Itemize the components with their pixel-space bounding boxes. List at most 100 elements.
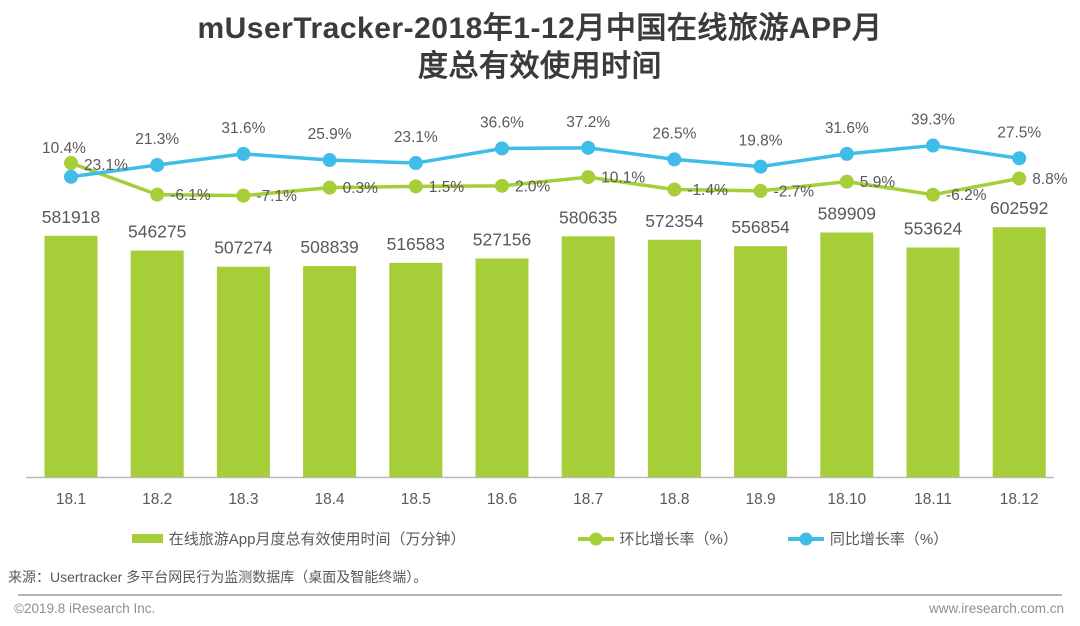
bar-value-label: 581918 [42,207,100,227]
yoy-value-label: 25.9% [308,126,352,143]
legend-label-usage: 在线旅游App月度总有效使用时间（万分钟） [168,531,466,548]
mom-value-label: 5.9% [860,174,896,191]
yoy-point [408,156,423,171]
mom-line [70,161,1020,198]
bar-18.7 [561,236,615,477]
mom-value-label: 0.3% [343,180,379,197]
mom-value-label: -6.1% [170,187,211,204]
legend-item-yoy-line: 同比增长率（%） [787,528,949,549]
chart-legend: 在线旅游App月度总有效使用时间（万分钟） 环比增长率（%） 同比增长率（%） [0,528,1080,549]
yoy-value-label: 37.2% [566,114,610,131]
mom-value-label: -6.2% [946,187,987,204]
x-axis-label: 18.2 [142,491,172,508]
bar-18.8 [647,239,701,477]
yoy-value-label: 27.5% [997,124,1041,141]
mom-point [64,156,78,171]
mom-line-swatch-icon [577,532,614,545]
yoy-point [1012,151,1027,166]
footer: ©2019.8 iResearch Inc. www.iresearch.com… [14,601,1064,616]
mom-point [839,174,854,189]
mom-value-label: 2.0% [515,178,551,195]
yoy-point [667,152,682,167]
yoy-value-label: 31.6% [825,120,869,137]
mom-point [408,179,423,194]
bar-value-label: 527156 [473,229,531,249]
x-axis-label: 18.6 [487,491,517,508]
bar-swatch-icon [131,534,163,543]
bar-18.12 [992,227,1046,477]
yoy-point [753,159,768,174]
yoy-point [322,153,337,168]
yoy-value-label: 23.1% [394,129,438,146]
bar-value-label: 580635 [559,207,617,227]
bar-value-label: 507274 [214,238,273,258]
yoy-value-label: 26.5% [652,125,696,142]
mom-value-label: -7.1% [256,188,297,205]
source-note: 来源：Usertracker 多平台网民行为监测数据库（桌面及智能终端）。 [8,569,428,585]
x-axis-label: 18.10 [827,491,866,508]
chart-title: mUserTracker-2018年1-12月中国在线旅游APP月 度总有效使用… [0,10,1080,86]
yoy-point [839,146,854,161]
bar-18.2 [130,250,184,477]
x-axis-label: 18.4 [315,491,346,508]
x-axis-label: 18.1 [56,491,86,508]
bar-18.11 [906,247,960,477]
legend-label-mom: 环比增长率（%） [619,531,738,548]
bar-18.4 [303,266,357,477]
bar-value-label: 556854 [731,217,790,237]
bar-value-label: 553624 [904,219,963,239]
mom-point [150,187,165,202]
footer-url: www.iresearch.com.cn [928,601,1064,616]
yoy-point [581,140,596,155]
yoy-point [495,141,509,156]
mom-point [753,183,768,198]
bar-18.10 [820,232,874,477]
bar-18.1 [44,235,98,477]
yoy-value-label: 21.3% [135,131,179,148]
yoy-point [64,169,78,184]
mom-value-label: 1.5% [429,179,465,196]
footer-copyright: ©2019.8 iResearch Inc. [14,601,156,616]
yoy-point [150,157,165,172]
x-axis-label: 18.11 [914,491,952,508]
yoy-value-label: 23.1% [84,157,128,174]
x-axis-label: 18.5 [401,491,431,508]
mom-point [581,170,596,185]
mom-point [322,180,337,195]
yoy-value-label: 36.6% [480,114,524,131]
bar-18.5 [389,262,443,477]
bar-value-label: 572354 [645,211,704,231]
mom-value-label: -1.4% [687,182,728,199]
legend-item-usage-bar: 在线旅游App月度总有效使用时间（万分钟） [131,528,466,549]
bar-value-label: 602592 [990,198,1048,218]
mom-value-label: 8.8% [1032,171,1068,188]
bar-value-label: 516583 [387,234,445,254]
bar-18.9 [734,246,788,477]
x-axis-label: 18.3 [228,491,258,508]
yoy-point [926,138,940,153]
bar-18.6 [475,258,529,477]
bar-value-label: 546275 [128,222,186,242]
x-axis-label: 18.12 [1000,491,1039,508]
mom-point [236,188,251,203]
mom-point [495,178,509,193]
yoy-line [70,143,1020,179]
footer-divider [18,594,1062,596]
yoy-point [236,146,251,161]
mom-point [926,187,940,202]
yoy-value-label: 19.8% [739,133,783,150]
chart-title-line2: 度总有效使用时间 [418,50,662,83]
legend-label-yoy: 同比增长率（%） [829,531,949,548]
yoy-line-swatch-icon [787,532,824,545]
yoy-value-label: 39.3% [911,112,955,129]
bar-value-label: 589909 [818,203,876,223]
bar-value-label: 508839 [300,237,358,257]
x-axis-label: 18.7 [573,491,603,508]
mom-point [1012,171,1027,186]
yoy-value-label: 31.6% [221,120,265,137]
mom-value-label: 10.4% [42,140,86,157]
legend-item-mom-line: 环比增长率（%） [577,528,738,549]
mom-point [667,182,682,197]
